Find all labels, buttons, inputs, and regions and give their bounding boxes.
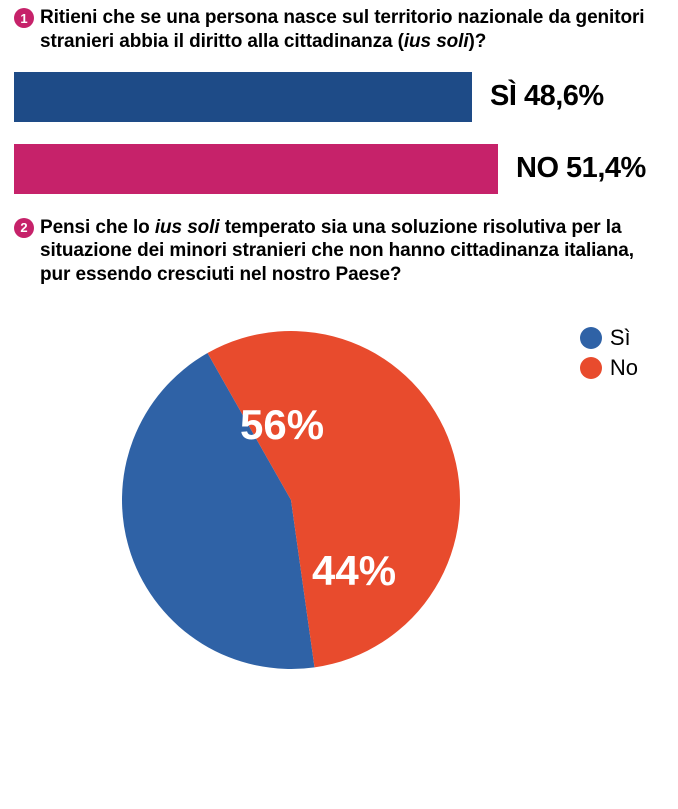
question-1-text: Ritieni che se una persona nasce sul ter… [40,6,664,54]
bar-chart: SÌ 48,6% NO 51,4% [14,72,664,194]
legend-swatch-sì [580,327,602,349]
pie-chart-wrapper: SìNo 44%56% [14,331,664,669]
bar-row-0: SÌ 48,6% [14,72,664,122]
legend-swatch-no [580,357,602,379]
question-2-header: 2 Pensi che lo ius soli temperato sia un… [14,216,664,287]
bar-row-1: NO 51,4% [14,144,664,194]
question-2-number-badge: 2 [14,218,34,238]
question-1-header: 1 Ritieni che se una persona nasce sul t… [14,6,664,54]
legend-item-no: No [580,355,638,381]
question-1: 1 Ritieni che se una persona nasce sul t… [14,6,664,194]
question-1-number-badge: 1 [14,8,34,28]
bar-0 [14,72,472,122]
pie-legend: Sì No [580,325,638,385]
pie-slice-label-si: 44% [312,547,396,595]
question-2-text: Pensi che lo ius soli temperato sia una … [40,216,664,287]
bar-label-0: SÌ 48,6% [490,80,604,113]
question-2: 2 Pensi che lo ius soli temperato sia un… [14,216,664,669]
pie-slice-label-no: 56% [240,401,324,449]
bar-label-1: NO 51,4% [516,152,646,185]
legend-item-sì: Sì [580,325,638,351]
legend-label-no: No [610,355,638,381]
bar-1 [14,144,498,194]
pie-chart: 44% 56% [122,331,460,669]
legend-label-sì: Sì [610,325,631,351]
